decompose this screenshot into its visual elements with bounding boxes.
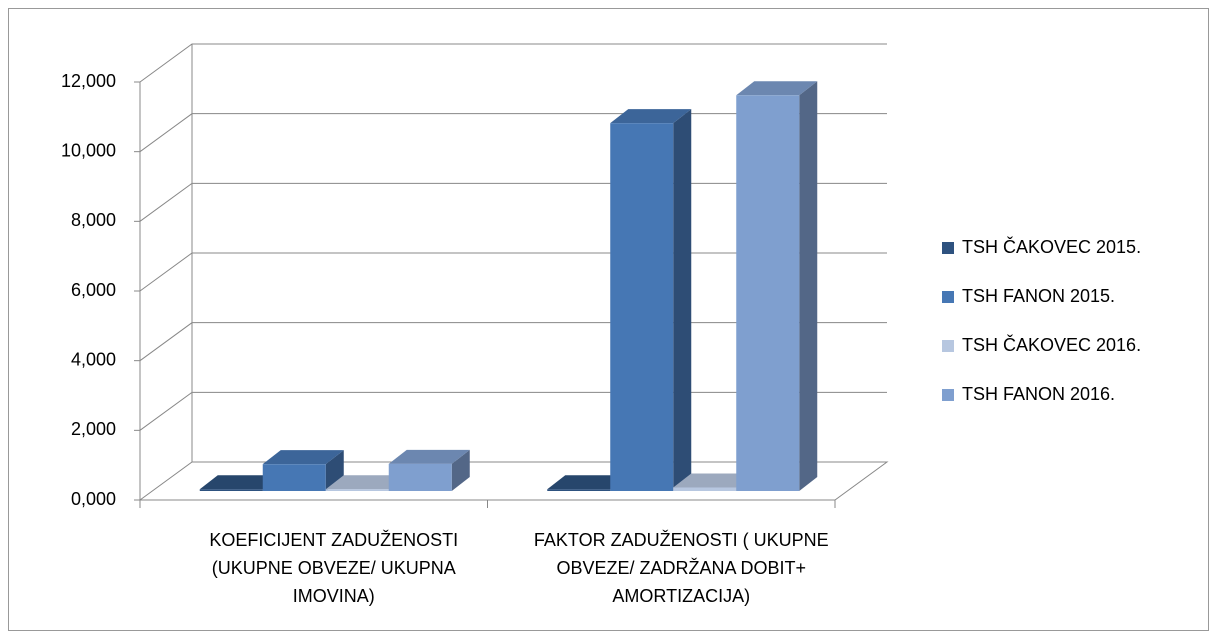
bar-front — [736, 95, 800, 491]
legend-swatch — [942, 340, 954, 352]
bar-side — [451, 449, 470, 491]
x-tick-label: FAKTOR ZADUŽENOSTI ( UKUPNE OBVEZE/ ZADR… — [533, 530, 829, 606]
chart-border — [8, 8, 1209, 631]
bar-front — [547, 489, 611, 491]
y-tick-label: 12,000 — [61, 71, 116, 91]
bar-front — [673, 487, 737, 491]
legend-label: TSH FANON 2015. — [962, 286, 1115, 306]
bar-top — [199, 475, 281, 490]
x-tick-label: KOEFICIJENT ZADUŽENOSTI (UKUPNE OBVEZE/ … — [209, 530, 459, 606]
bar-side — [673, 109, 692, 491]
bar-top — [736, 81, 818, 96]
legend-label: TSH ČAKOVEC 2015. — [962, 236, 1141, 257]
legend-swatch — [942, 291, 954, 303]
y-tick-label: 8,000 — [71, 210, 116, 230]
bar — [610, 109, 692, 491]
legend-label: TSH FANON 2016. — [962, 384, 1115, 404]
bar-top — [325, 475, 407, 490]
bar-front — [325, 489, 389, 491]
grid-line — [139, 43, 887, 83]
bar-top — [547, 475, 629, 490]
y-tick-label: 6,000 — [71, 280, 116, 300]
bar — [262, 450, 344, 491]
bar-front — [262, 464, 326, 491]
legend-swatch — [942, 242, 954, 254]
bar-top — [388, 449, 470, 464]
y-tick-label: 4,000 — [71, 349, 116, 369]
legend-label: TSH ČAKOVEC 2016. — [962, 334, 1141, 355]
bar-top — [610, 109, 692, 124]
legend-swatch — [942, 389, 954, 401]
bar-side — [799, 81, 818, 491]
bar — [736, 81, 818, 491]
y-tick-label: 2,000 — [71, 419, 116, 439]
bar-top — [262, 450, 344, 465]
bar-side — [325, 450, 344, 491]
bar-front — [610, 123, 674, 491]
bar-front — [388, 463, 452, 491]
bar-top — [673, 473, 755, 488]
y-tick-label: 10,000 — [61, 140, 116, 160]
y-tick-label: 0,000 — [71, 489, 116, 509]
bar-front — [199, 489, 263, 491]
bar — [388, 449, 470, 491]
